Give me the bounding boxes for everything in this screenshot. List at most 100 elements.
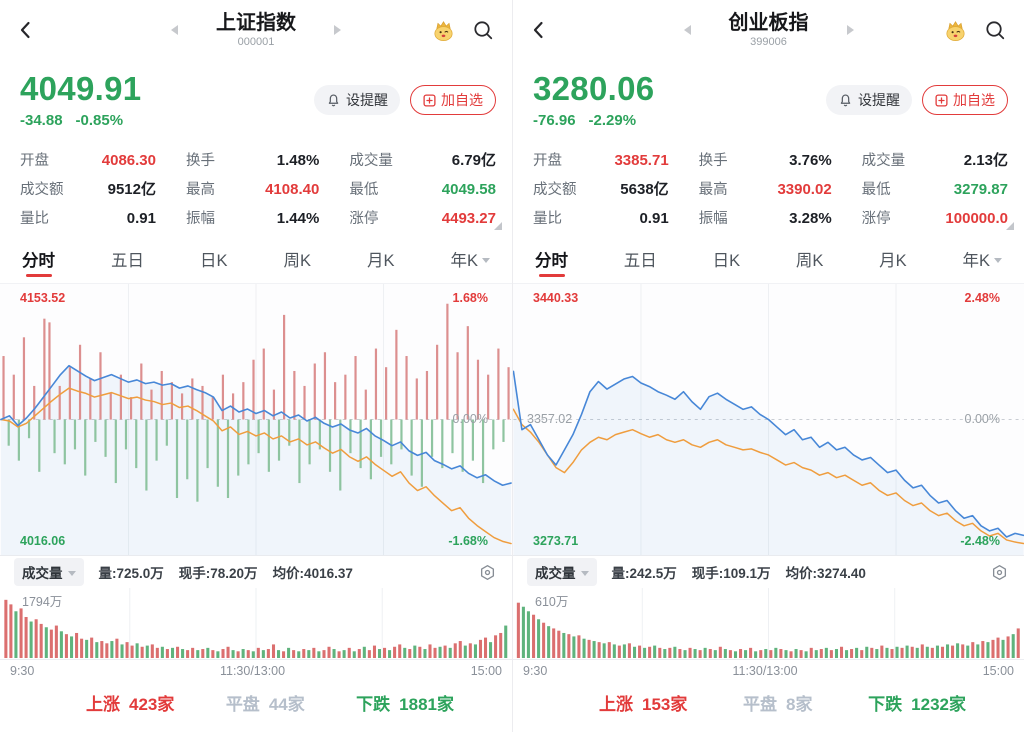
stats-panel: 开盘 3385.71 换手 3.76% 成交量 2.13亿 成交额 5638亿 最高 33…: [513, 140, 1024, 235]
plus-square-icon: [935, 93, 948, 107]
volume-chart-canvas[interactable]: [513, 588, 1024, 659]
chevron-down-icon: [580, 570, 589, 576]
stat-amount: 成交额 9512亿: [20, 178, 156, 199]
chart-high-value: 3440.33: [533, 291, 579, 305]
index-title-block: 创业板指 399006: [729, 12, 809, 48]
stat-label: 最高: [186, 182, 215, 198]
prev-index-icon[interactable]: [171, 25, 178, 35]
add-watchlist-button[interactable]: 加自选: [922, 85, 1008, 115]
stat-value: 0.91: [639, 210, 669, 227]
time-axis-close: 15:00: [470, 664, 502, 678]
stat-turnover-rate: 换手 1.48%: [186, 149, 319, 170]
decliners-label: 下跌: [356, 694, 391, 714]
price-change: -34.88: [20, 111, 63, 129]
advancers-label: 上涨: [599, 694, 633, 714]
stat-label: 最低: [861, 182, 891, 198]
tab-daily-k[interactable]: 日K: [200, 235, 228, 283]
stat-value: 6.79亿: [451, 152, 496, 169]
price-change-row: -34.88 -0.85%: [20, 112, 141, 129]
search-icon[interactable]: [985, 20, 1006, 41]
chart-low-percent: -1.68%: [448, 533, 488, 548]
tab-label: 五日: [110, 252, 144, 270]
stat-value: 5638亿: [620, 181, 669, 198]
next-index-icon[interactable]: [846, 25, 854, 35]
advancers-stat: 上涨 423家: [86, 690, 174, 715]
mascot-icon[interactable]: [943, 18, 968, 43]
unchanged-stat: 平盘 8家: [743, 690, 812, 715]
tab-label: 日K: [712, 252, 741, 270]
price-change-percent: -2.29%: [588, 111, 637, 129]
tab-label: 周K: [795, 252, 824, 270]
stat-value: 3279.87: [953, 181, 1008, 198]
stat-low: 最低 3279.87: [862, 178, 1008, 199]
tab-minute[interactable]: 分时: [22, 235, 55, 283]
index-panel: 上证指数 000001 4049.91: [0, 0, 512, 732]
stat-value: 4086.30: [101, 152, 156, 169]
set-alert-button[interactable]: 设提醒: [826, 85, 912, 115]
stat-limit-up: 涨停 4493.27: [349, 207, 496, 228]
stat-low: 最低 4049.58: [349, 178, 496, 199]
tab-five-day[interactable]: 五日: [111, 235, 144, 283]
volume-chart[interactable]: 1794万: [0, 588, 512, 660]
prev-index-icon[interactable]: [683, 25, 691, 35]
unchanged-label: 平盘: [225, 694, 260, 714]
minute-chart[interactable]: 3440.33 2.48% 3357.02 0.00% 3273.71 -2.4…: [513, 284, 1024, 556]
chart-mid-value: 3357.02: [527, 411, 573, 426]
current-price: 3280.06: [533, 69, 655, 107]
tab-label: 月K: [879, 252, 907, 270]
tab-yearly-k[interactable]: 年K: [450, 235, 490, 283]
set-alert-button[interactable]: 设提醒: [314, 85, 400, 115]
expand-stats-icon[interactable]: [494, 222, 502, 230]
tab-daily-k[interactable]: 日K: [713, 235, 741, 283]
stat-value: 4049.58: [441, 181, 496, 198]
volume-indicator-selector[interactable]: 成交量: [14, 558, 84, 586]
stat-volume: 成交量 2.13亿: [862, 149, 1008, 170]
advancers-stat: 上涨 153家: [599, 690, 687, 715]
tab-weekly-k[interactable]: 周K: [796, 235, 824, 283]
decliners-stat: 下跌 1881家: [356, 690, 454, 715]
tab-label: 分时: [535, 252, 568, 270]
minute-chart-canvas[interactable]: [513, 284, 1024, 555]
add-watchlist-button[interactable]: 加自选: [410, 85, 496, 115]
volume-chart-canvas[interactable]: [0, 588, 512, 659]
back-icon[interactable]: [529, 20, 549, 40]
stat-label: 量比: [533, 211, 562, 227]
search-icon[interactable]: [473, 20, 494, 41]
tab-monthly-k[interactable]: 月K: [879, 235, 907, 283]
minute-chart[interactable]: 4153.52 1.68% 0.00% 4016.06 -1.68%: [0, 284, 512, 556]
stat-label: 换手: [698, 153, 728, 169]
back-icon[interactable]: [16, 20, 36, 40]
tab-yearly-k[interactable]: 年K: [962, 235, 1002, 283]
average-price-value: 均价:3274.40: [785, 566, 866, 581]
mascot-icon[interactable]: [431, 18, 456, 43]
unchanged-count: 8家: [786, 694, 813, 714]
tab-weekly-k[interactable]: 周K: [283, 235, 311, 283]
price-change-row: -76.96 -2.29%: [533, 112, 654, 129]
next-index-icon[interactable]: [334, 25, 341, 35]
stat-label: 开盘: [533, 153, 562, 169]
stat-open: 开盘 4086.30: [20, 149, 156, 170]
current-price: 4049.91: [20, 69, 142, 107]
stat-value: 4108.40: [265, 181, 320, 198]
minute-chart-canvas[interactable]: [0, 284, 512, 555]
stat-value: 2.13亿: [963, 152, 1008, 169]
stat-amount: 成交额 5638亿: [533, 178, 669, 199]
stat-limit-up: 涨停 100000.0: [862, 207, 1008, 228]
time-axis: 9:30 11:30/13:00 15:00: [0, 660, 512, 682]
quote-row: 4049.91 -34.88 -0.85% 设提醒 加自选: [0, 60, 512, 140]
tab-five-day[interactable]: 五日: [624, 235, 657, 283]
chevron-down-icon: [67, 570, 76, 576]
gear-icon[interactable]: [479, 564, 496, 581]
gear-icon[interactable]: [991, 564, 1008, 581]
quote-price-block: 4049.91 -34.88 -0.85%: [20, 72, 141, 129]
tab-monthly-k[interactable]: 月K: [367, 235, 395, 283]
decliners-label: 下跌: [868, 694, 903, 714]
chart-low-percent: -2.48%: [960, 533, 1000, 548]
expand-stats-icon[interactable]: [1006, 222, 1014, 230]
time-axis: 9:30 11:30/13:00 15:00: [513, 660, 1024, 682]
volume-chart[interactable]: 610万: [513, 588, 1024, 660]
chart-period-tabs: 分时 五日 日K 周K 月K 年K: [0, 235, 512, 284]
volume-indicator-selector[interactable]: 成交量: [527, 558, 597, 586]
tab-minute[interactable]: 分时: [535, 235, 568, 283]
chart-high-percent: 2.48%: [964, 291, 1000, 305]
